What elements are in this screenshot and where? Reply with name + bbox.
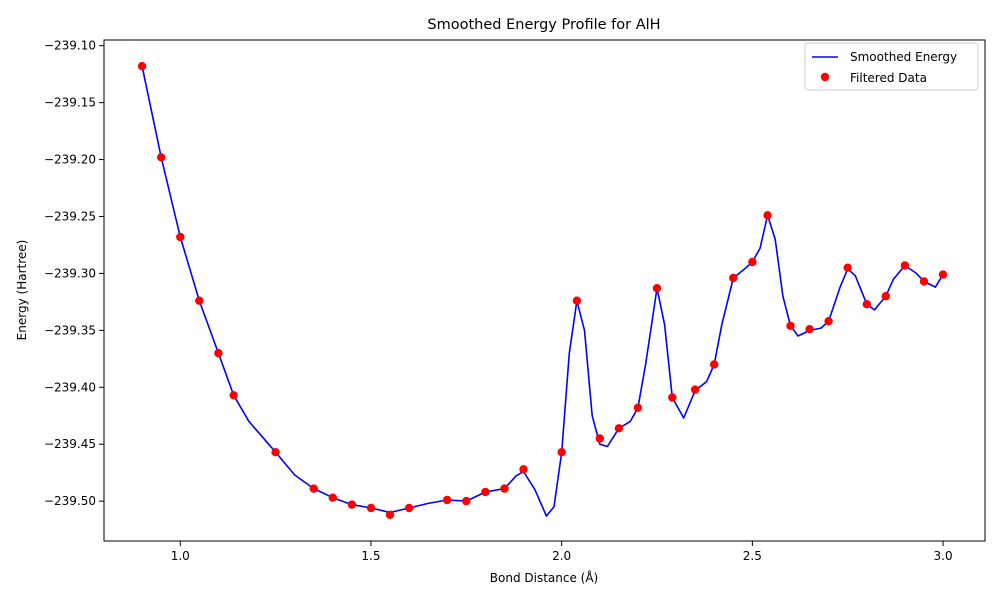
filtered-data-point xyxy=(195,296,204,305)
x-axis-ticks: 1.0 1.5 2.0 2.5 3.0 xyxy=(171,541,953,563)
axes-frame xyxy=(103,39,986,542)
legend-box xyxy=(804,42,979,91)
filtered-data-point xyxy=(519,465,528,474)
filtered-data-point xyxy=(824,317,833,326)
filtered-data-point xyxy=(347,500,357,509)
x-tick-label: 2.5 xyxy=(743,549,762,563)
filtered-data-point xyxy=(763,211,772,220)
filtered-data-point xyxy=(557,448,566,457)
y-tick-label: −239.10 xyxy=(44,39,96,53)
legend-marker-swatch xyxy=(820,72,830,82)
filtered-data-point xyxy=(729,273,738,283)
filtered-data-point xyxy=(481,487,490,497)
x-tick-label: 2.0 xyxy=(552,549,571,563)
y-tick-label: −239.30 xyxy=(44,266,96,280)
x-tick-label: 1.0 xyxy=(171,549,190,563)
filtered-data-point xyxy=(786,321,795,330)
filtered-data-point xyxy=(328,493,337,502)
x-tick-label: 3.0 xyxy=(934,549,953,563)
filtered-data-point xyxy=(690,385,700,394)
y-axis-label: Energy (Hartree) xyxy=(15,240,29,341)
filtered-data-point xyxy=(572,296,582,305)
filtered-data-point xyxy=(404,503,414,513)
filtered-data-point xyxy=(900,261,910,270)
filtered-data-point xyxy=(443,495,452,505)
y-tick-label: −239.40 xyxy=(44,380,96,394)
y-tick-label: −239.25 xyxy=(44,209,96,223)
filtered-data-point xyxy=(595,434,604,443)
legend-entry-filtered-data: Filtered Data xyxy=(850,71,927,85)
x-axis-label: Bond Distance (Å) xyxy=(490,570,598,585)
x-tick-label: 1.5 xyxy=(361,549,380,563)
filtered-data-point xyxy=(500,484,509,493)
y-tick-label: −239.50 xyxy=(44,494,96,508)
filtered-data-point xyxy=(157,153,166,162)
filtered-data-point xyxy=(668,393,677,402)
y-axis-ticks: −239.10 −239.15 −239.20 −239.25 −239.30 −239.… xyxy=(44,39,104,508)
filtered-data-point xyxy=(137,61,147,71)
y-tick-label: −239.45 xyxy=(44,437,96,451)
filtered-data-point xyxy=(881,292,890,301)
plot-area xyxy=(103,39,986,542)
filtered-data-point xyxy=(748,257,757,267)
filtered-data-point xyxy=(214,348,223,358)
filtered-data-point xyxy=(843,263,852,272)
filtered-data-point xyxy=(366,503,376,513)
filtered-data-point xyxy=(614,424,624,433)
y-tick-label: −239.35 xyxy=(44,323,96,337)
y-tick-label: −239.15 xyxy=(44,96,96,110)
filtered-data-point xyxy=(938,270,948,279)
filtered-data-point xyxy=(385,510,395,519)
filtered-data-point xyxy=(805,325,814,334)
filtered-data-point xyxy=(633,403,643,412)
filtered-data-point xyxy=(462,496,471,506)
filtered-data-point xyxy=(862,300,871,309)
filtered-data-point xyxy=(271,448,280,457)
y-tick-label: −239.20 xyxy=(44,153,96,167)
chart-title: Smoothed Energy Profile for AlH xyxy=(427,17,660,33)
filtered-data-point xyxy=(176,232,185,242)
filtered-data-point xyxy=(710,360,719,369)
legend: Smoothed Energy Filtered Data xyxy=(804,42,979,91)
legend-entry-smoothed-energy: Smoothed Energy xyxy=(850,50,957,64)
filtered-data-point xyxy=(652,284,662,293)
filtered-data-point xyxy=(309,484,318,493)
filtered-data-point xyxy=(229,391,238,400)
filtered-data-point xyxy=(919,277,929,286)
